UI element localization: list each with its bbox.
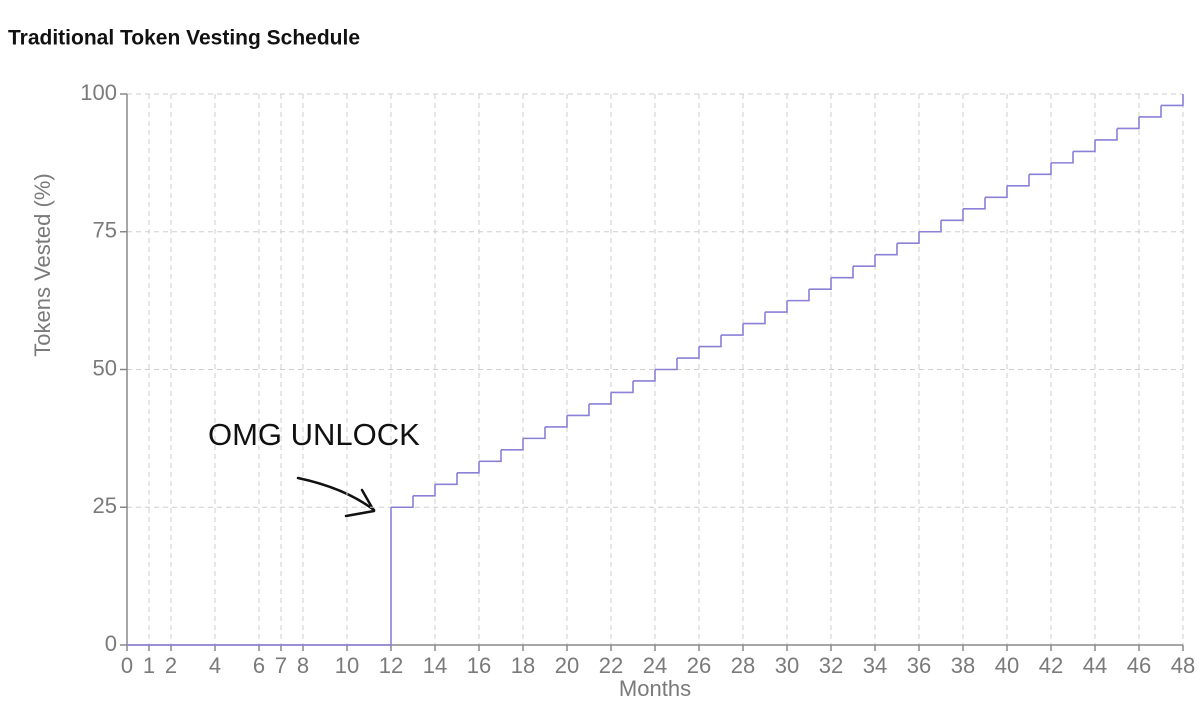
step-segment [853,254,876,267]
y-tick-label: 75 [93,218,117,243]
x-tick-label: 24 [643,653,667,678]
step-segment [963,197,986,210]
step-segment [545,415,568,428]
x-tick-label: 48 [1171,653,1195,678]
step-segment [1051,151,1074,164]
step-segment [941,208,964,222]
step-segment [479,449,502,463]
step-segment [787,289,810,302]
x-tick-label: 26 [687,653,711,678]
annotation-arrow [296,476,376,512]
x-tick-label: 36 [907,653,931,678]
x-tick-label: 20 [555,653,579,678]
step-segment [809,277,832,290]
step-segment [457,461,480,474]
step-segment [831,266,854,279]
x-tick-label: 7 [275,653,287,678]
x-tick-label: 42 [1039,653,1063,678]
step-segment [1095,128,1118,141]
x-tick-label: 14 [423,653,447,678]
step-segment [985,185,1008,199]
x-tick-label: 30 [775,653,799,678]
step-segment [633,369,656,382]
chart-title: Traditional Token Vesting Schedule [8,27,360,50]
step-segment [435,472,458,486]
step-segment [743,312,766,325]
step-segment [919,220,942,233]
x-tick-label: 38 [951,653,975,678]
step-segment [1161,94,1184,107]
x-tick-label: 16 [467,653,491,678]
x-tick-label: 18 [511,653,535,678]
step-segment [1029,162,1052,176]
step-segment [589,392,612,405]
annotation-arrowhead [344,488,376,518]
annotation: OMG UNLOCK [208,417,420,452]
x-tick-label: 2 [165,653,177,678]
step-segment [677,346,700,359]
step-segment [391,495,414,509]
x-axis-label: Months [619,676,691,701]
x-tick-label: 32 [819,653,843,678]
x-tick-label: 10 [335,653,359,678]
x-tick-label: 1 [143,653,155,678]
step-segment [721,323,744,336]
step-segment [897,231,920,245]
step-segment [1117,116,1140,130]
step-segment [611,380,634,394]
step-segment [523,426,546,440]
step-segment [1007,174,1030,187]
x-tick-label: 8 [297,653,309,678]
x-tick-label: 34 [863,653,887,678]
step-segment [1073,139,1096,153]
y-axis-label: Tokens Vested (%) [30,173,55,356]
step-segment [369,507,392,646]
x-tick-label: 6 [253,653,265,678]
x-tick-label: 44 [1083,653,1107,678]
x-tick-label: 40 [995,653,1019,678]
step-segment [1139,105,1162,118]
x-tick-label: 12 [379,653,403,678]
x-tick-label: 46 [1127,653,1151,678]
step-segment [699,335,722,348]
step-segment [413,484,436,497]
x-tick-label: 22 [599,653,623,678]
y-tick-label: 0 [105,631,117,656]
x-tick-label: 4 [209,653,221,678]
step-segment [501,438,524,451]
x-tick-label: 0 [121,653,133,678]
y-tick-label: 50 [93,355,117,380]
x-tick-label: 28 [731,653,755,678]
step-segment [567,403,590,417]
step-segment [875,243,898,256]
step-segment [655,358,678,371]
y-tick-label: 100 [80,80,117,105]
y-tick-label: 25 [93,493,117,518]
step-segment [765,300,788,313]
